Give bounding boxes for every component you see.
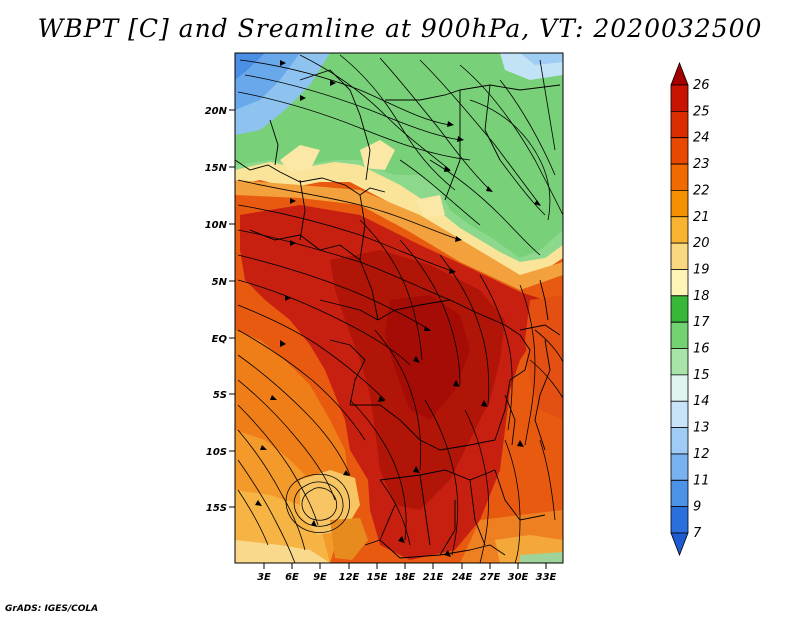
colorbar-label: 20 — [693, 236, 710, 251]
colorbar-segment — [670, 269, 689, 297]
latitude-labels: 20N 15N 10N 5N EQ 5S 10S 15S — [205, 106, 228, 514]
colorbar-segment — [670, 163, 689, 191]
colorbar-label: 12 — [693, 447, 710, 462]
lat-label: 20N — [205, 106, 228, 117]
colorbar-segment — [670, 242, 689, 270]
longitude-labels: 3E 6E 9E 12E 15E 18E 21E 24E 27E 30E 33E — [257, 572, 556, 583]
colorbar-label: 22 — [693, 183, 710, 198]
lon-label: 15E — [367, 572, 388, 583]
lon-label: 27E — [480, 572, 501, 583]
lat-label: 15N — [205, 163, 228, 174]
colorbar-segment — [670, 61, 689, 86]
colorbar-segment — [670, 137, 689, 165]
colorbar-label: 21 — [693, 210, 710, 225]
lat-label: 15S — [206, 503, 227, 514]
colorbar-label: 24 — [693, 131, 710, 146]
lon-label: 33E — [536, 572, 557, 583]
colorbar-label: 11 — [693, 473, 710, 488]
lat-label: 5S — [213, 390, 227, 401]
colorbar-label: 13 — [693, 421, 710, 436]
colorbar-segment — [670, 479, 689, 508]
colorbar-label: 7 — [693, 526, 702, 541]
colorbar-label: 26 — [693, 78, 710, 93]
lon-label: 21E — [423, 572, 444, 583]
chart-title: WBPT [C] and Sreamline at 900hPa, VT: 20… — [37, 14, 763, 43]
colorbar-segment — [670, 348, 689, 376]
streamlines — [237, 54, 563, 563]
lon-label: 18E — [395, 572, 416, 583]
colorbar-segment — [670, 453, 689, 481]
colorbar-label: 16 — [693, 342, 710, 357]
lon-label: 12E — [339, 572, 360, 583]
map-frame — [234, 52, 564, 564]
colorbar-label: 17 — [693, 315, 710, 330]
axis-ticks — [229, 109, 547, 569]
lat-label: EQ — [212, 334, 228, 345]
lat-label: 10N — [205, 220, 228, 231]
streamline-arrows — [255, 60, 541, 557]
colorbar-label: 23 — [693, 157, 710, 172]
lat-label: 10S — [206, 447, 227, 458]
colorbar-segment — [670, 532, 689, 557]
colorbar-segment — [670, 427, 689, 455]
colorbar-segment — [670, 84, 689, 112]
colorbar-segment — [670, 506, 689, 534]
colorbar: 26 25 24 23 22 21 20 19 18 17 16 15 14 13 12 11 9 7 — [670, 61, 710, 557]
lon-label: 3E — [257, 572, 271, 583]
lon-label: 9E — [313, 572, 327, 583]
lat-label: 5N — [212, 277, 228, 288]
colorbar-segment — [670, 374, 689, 402]
colorbar-segment — [670, 110, 689, 139]
colorbar-label: 18 — [693, 289, 710, 304]
country-borders — [235, 69, 561, 559]
lon-label: 6E — [285, 572, 299, 583]
lon-label: 30E — [508, 572, 529, 583]
colorbar-label: 9 — [693, 500, 701, 515]
colorbar-segment — [670, 216, 689, 244]
colorbar-segment — [670, 190, 689, 218]
colorbar-segment — [670, 295, 689, 323]
credit-label: GrADS: IGES/COLA — [5, 604, 99, 614]
colorbar-label: 15 — [693, 368, 710, 383]
colorbar-segment — [670, 400, 689, 428]
colorbar-label: 19 — [693, 262, 710, 277]
lon-label: 24E — [452, 572, 473, 583]
colorbar-label: 25 — [693, 104, 710, 119]
colorbar-label: 14 — [693, 394, 710, 409]
colorbar-segment — [670, 321, 689, 349]
wbpt-field — [235, 53, 563, 563]
